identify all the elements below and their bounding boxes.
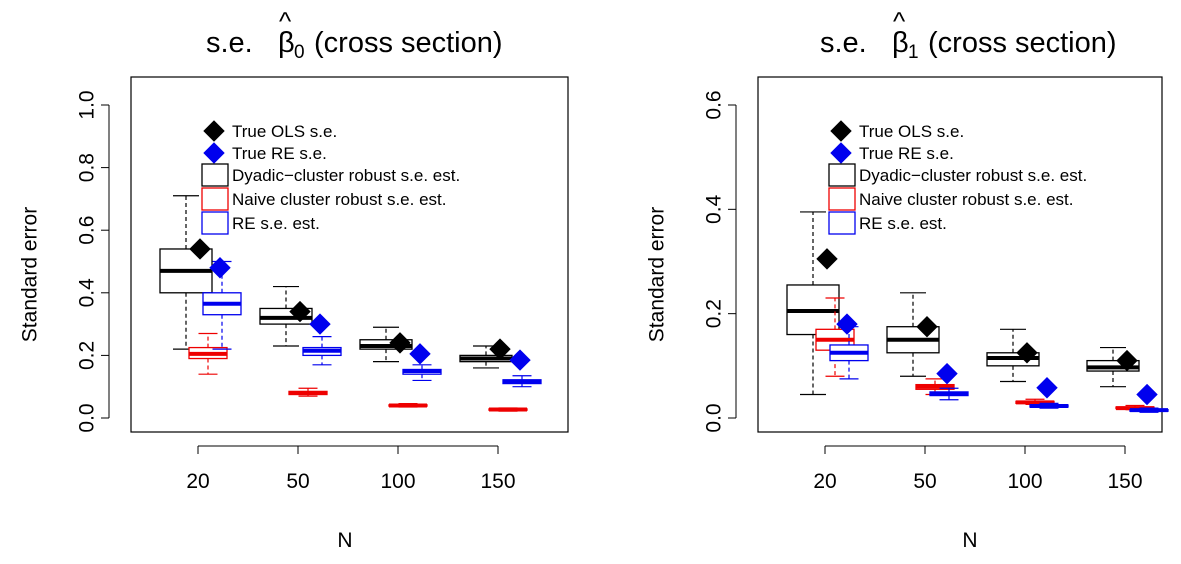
true-re-se-point [409,343,431,365]
legend-label: RE s.e. est. [859,214,947,233]
chart-panel-0: s.e. β^0 (cross section) 0.0 0.2 0.4 0.6 0.8 1.0… [19,6,569,552]
y-tick-label: 0.2 [76,341,99,370]
chart-panel-1: s.e. β^1 (cross section) 0.0 0.2 0.4 0.6 Standa… [646,6,1169,552]
true-re-se-point [836,313,858,335]
legend-marker-box [828,187,856,211]
title-suffix: (cross section) [928,27,1117,59]
y-axis: 0.0 0.2 0.4 0.6 [703,90,737,433]
y-tick-label: 0.2 [703,299,726,328]
y-axis-label: Standard error [646,207,669,342]
true-re-se-point [209,257,231,279]
naive-box-150 [488,407,528,412]
legend-marker-diamond [203,120,225,142]
y-tick-label: 0.4 [76,278,99,308]
dyadic-box-50 [886,292,940,377]
legend-label: True OLS s.e. [232,122,337,141]
re-box-150 [502,375,542,388]
x-tick-label: 20 [186,470,209,493]
chart-title: s.e. β^0 (cross section) [206,6,503,63]
legend-marker-box [201,187,229,211]
y-tick-label: 1.0 [76,90,99,119]
re-box-100 [1029,402,1069,409]
legend-label: True RE s.e. [859,144,954,163]
legend-marker-diamond [830,142,852,164]
title-prefix: s.e. [206,27,253,59]
x-axis: 20 50 100 150 [813,445,1143,493]
y-tick-label: 0.4 [703,194,726,224]
re-box-100 [402,364,442,382]
title-symbol: β [278,27,295,59]
legend-marker-diamond [830,120,852,142]
legend: True OLS s.e. True RE s.e. Dyadic−cluster … [828,120,1087,235]
chart-title: s.e. β^1 (cross section) [820,6,1117,63]
y-axis: 0.0 0.2 0.4 0.6 0.8 1.0 [76,90,110,433]
x-tick-label: 150 [480,470,515,493]
naive-box-100 [388,403,428,408]
true-ols-se-point [916,316,938,338]
true-re-se-point [936,362,958,385]
legend-label: RE s.e. est. [232,214,320,233]
naive-box-50 [288,387,328,397]
y-tick-label: 0.0 [76,403,99,432]
true-ols-se-point [289,300,311,323]
true-re-se-point [309,313,331,335]
title-subscript: 0 [294,42,305,63]
title-hat: ^ [279,6,292,36]
true-ols-se-point [389,332,411,354]
x-tick-label: 20 [813,470,836,493]
x-tick-label: 50 [913,470,936,493]
legend-marker-diamond [203,142,225,164]
plot-frame [757,76,1163,433]
x-tick-label: 100 [380,470,415,493]
y-tick-label: 0.0 [703,403,726,432]
x-tick-label: 100 [1007,470,1042,493]
legend-label: True OLS s.e. [859,122,964,141]
legend-label: Dyadic−cluster robust s.e. est. [859,166,1087,185]
re-box-50 [302,336,342,366]
x-axis-label: N [962,529,977,552]
legend-marker-box [828,211,856,235]
title-prefix: s.e. [820,27,867,59]
true-re-se-point [509,349,531,371]
true-ols-se-point [189,238,211,260]
naive-box-20 [188,332,228,375]
title-subscript: 1 [908,42,919,63]
y-axis-label: Standard error [19,207,42,342]
plot-frame [130,76,569,433]
x-axis-label: N [337,529,352,552]
legend-marker-box [828,163,856,187]
legend-label: Naive cluster robust s.e. est. [859,190,1073,209]
title-hat: ^ [893,6,906,36]
re-box-150 [1129,407,1169,413]
y-tick-label: 0.6 [76,216,99,245]
legend: True OLS s.e. True RE s.e. Dyadic−cluster … [201,120,460,235]
true-re-se-point [1036,377,1058,399]
title-symbol: β [892,27,909,59]
re-box-20 [829,326,869,380]
legend-label: Dyadic−cluster robust s.e. est. [232,166,460,185]
x-tick-label: 50 [286,470,309,493]
title-suffix: (cross section) [314,27,503,59]
true-ols-se-point [816,248,838,270]
true-re-se-point [1136,383,1158,406]
true-ols-se-point [489,338,511,360]
y-tick-label: 0.6 [703,90,726,119]
dyadic-box-150 [1086,346,1140,388]
legend-marker-box [201,211,229,235]
legend-label: Naive cluster robust s.e. est. [232,190,446,209]
re-box-50 [929,387,969,401]
true-ols-se-point [1116,349,1138,372]
x-axis: 20 50 100 150 [186,445,516,493]
x-tick-label: 150 [1107,470,1142,493]
legend-marker-box [201,163,229,187]
dyadic-box-20 [786,211,840,396]
legend-label: True RE s.e. [232,144,327,163]
true-ols-se-point [1016,342,1038,364]
y-tick-label: 0.8 [76,153,99,182]
